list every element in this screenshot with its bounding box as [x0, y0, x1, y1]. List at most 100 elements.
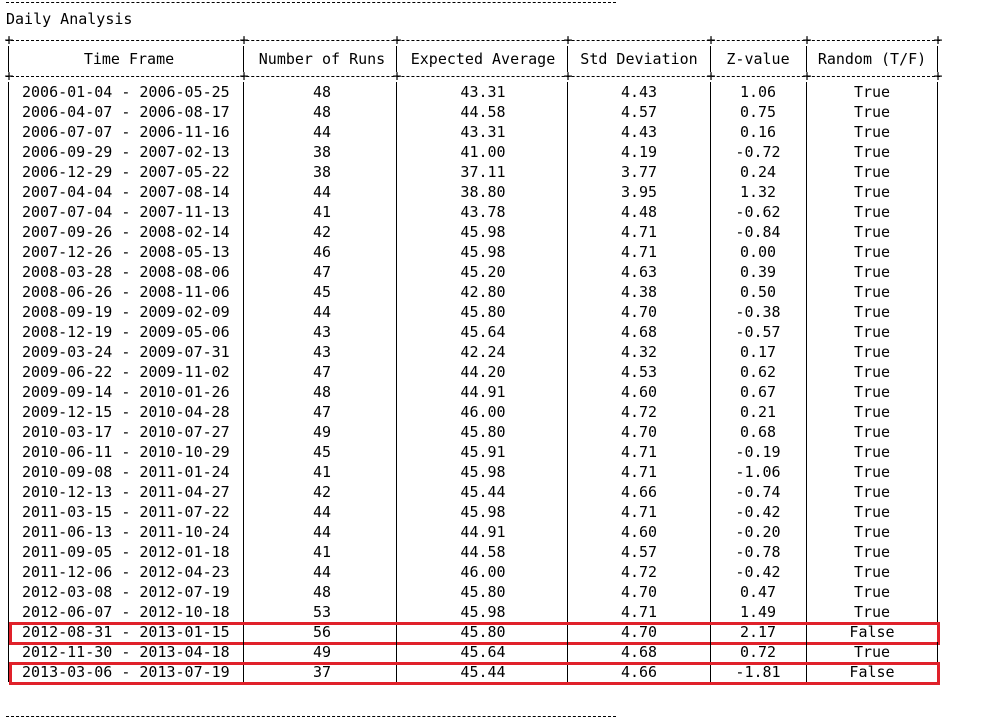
- random-cell: True: [853, 543, 891, 561]
- table-row: 2012-08-31 - 2013-01-15 56 45.80 4.70 2.17 Fa…: [6, 622, 940, 645]
- z-value-cell: 0.68: [739, 423, 777, 441]
- expected-average-cell: 44.20: [460, 363, 506, 381]
- table-row: 2011-09-05 - 2012-01-18 41 44.58 4.57 -0.78 T…: [6, 542, 940, 562]
- z-value-cell: -1.81: [735, 663, 781, 681]
- runs-cell: 43: [312, 323, 332, 341]
- expected-average-cell: 45.80: [460, 423, 506, 441]
- std-deviation-cell: 4.68: [620, 643, 658, 661]
- random-cell: True: [853, 443, 891, 461]
- runs-cell: 41: [312, 463, 332, 481]
- time-frame-cell: 2008-03-28 - 2008-08-06: [22, 263, 230, 281]
- random-cell: False: [849, 623, 895, 641]
- table-row: 2010-03-17 - 2010-07-27 49 45.80 4.70 0.68 Tr…: [6, 422, 940, 442]
- std-deviation-cell: 3.95: [620, 183, 658, 201]
- runs-cell: 37: [312, 663, 332, 681]
- time-frame-cell: 2006-12-29 - 2007-05-22: [22, 163, 230, 181]
- time-frame-cell: 2009-09-14 - 2010-01-26: [22, 383, 230, 401]
- runs-cell: 41: [312, 543, 332, 561]
- z-value-cell: 0.24: [739, 163, 777, 181]
- runs-cell: 41: [312, 203, 332, 221]
- std-deviation-cell: 4.71: [620, 603, 658, 621]
- std-deviation-cell: 4.66: [620, 483, 658, 501]
- std-deviation-cell: 4.72: [620, 403, 658, 421]
- std-deviation-cell: 4.70: [620, 423, 658, 441]
- runs-cell: 47: [312, 403, 332, 421]
- table-header-divider: + + + + + + +: [4, 67, 943, 85]
- z-value-cell: -0.19: [735, 443, 781, 461]
- expected-average-cell: 43.31: [460, 83, 506, 101]
- runs-cell: 47: [312, 363, 332, 381]
- table-row: 2011-12-06 - 2012-04-23 44 46.00 4.72 -0.42 T…: [6, 562, 940, 582]
- expected-average-cell: 45.64: [460, 643, 506, 661]
- z-value-cell: -1.06: [735, 463, 781, 481]
- random-cell: True: [853, 263, 891, 281]
- random-cell: True: [853, 123, 891, 141]
- time-frame-cell: 2006-09-29 - 2007-02-13: [22, 143, 230, 161]
- std-deviation-cell: 4.68: [620, 323, 658, 341]
- expected-average-cell: 45.98: [460, 223, 506, 241]
- time-frame-cell: 2010-06-11 - 2010-10-29: [22, 443, 230, 461]
- expected-average-cell: 45.44: [460, 663, 506, 681]
- z-value-cell: 0.21: [739, 403, 777, 421]
- table-row: 2007-12-26 - 2008-05-13 46 45.98 4.71 0.00 Tr…: [6, 242, 940, 262]
- z-value-cell: -0.62: [735, 203, 781, 221]
- random-cell: True: [853, 563, 891, 581]
- runs-cell: 38: [312, 143, 332, 161]
- time-frame-cell: 2012-03-08 - 2012-07-19: [22, 583, 230, 601]
- table-row: 2009-09-14 - 2010-01-26 48 44.91 4.60 0.67 Tr…: [6, 382, 940, 402]
- runs-cell: 48: [312, 583, 332, 601]
- top-divider: [6, 2, 616, 3]
- std-deviation-cell: 4.38: [620, 283, 658, 301]
- expected-average-cell: 45.44: [460, 483, 506, 501]
- z-value-cell: 0.47: [739, 583, 777, 601]
- z-value-cell: -0.74: [735, 483, 781, 501]
- table-row: 2012-11-30 - 2013-04-18 49 45.64 4.68 0.72 Tr…: [6, 642, 940, 662]
- random-cell: True: [853, 203, 891, 221]
- std-deviation-cell: 4.71: [620, 463, 658, 481]
- time-frame-cell: 2009-06-22 - 2009-11-02: [22, 363, 230, 381]
- table-row: 2012-06-07 - 2012-10-18 53 45.98 4.71 1.49 Tr…: [6, 602, 940, 622]
- table-row: 2013-03-06 - 2013-07-19 37 45.44 4.66 -1.81 F…: [6, 662, 940, 685]
- random-cell: True: [853, 603, 891, 621]
- time-frame-cell: 2010-12-13 - 2011-04-27: [22, 483, 230, 501]
- table-row: 2007-09-26 - 2008-02-14 42 45.98 4.71 -0.84 T…: [6, 222, 940, 242]
- expected-average-cell: 38.80: [460, 183, 506, 201]
- time-frame-cell: 2006-07-07 - 2006-11-16: [22, 123, 230, 141]
- expected-average-cell: 45.80: [460, 303, 506, 321]
- expected-average-cell: 45.64: [460, 323, 506, 341]
- z-value-cell: 0.16: [739, 123, 777, 141]
- table-row: 2008-06-26 - 2008-11-06 45 42.80 4.38 0.50 Tr…: [6, 282, 940, 302]
- expected-average-cell: 44.91: [460, 523, 506, 541]
- std-deviation-cell: 4.70: [620, 583, 658, 601]
- random-cell: True: [853, 643, 891, 661]
- random-cell: True: [853, 163, 891, 181]
- expected-average-cell: 46.00: [460, 403, 506, 421]
- time-frame-cell: 2007-04-04 - 2007-08-14: [22, 183, 230, 201]
- std-deviation-cell: 4.72: [620, 563, 658, 581]
- table-row: 2006-12-29 - 2007-05-22 38 37.11 3.77 0.24 Tr…: [6, 162, 940, 182]
- z-value-cell: 0.17: [739, 343, 777, 361]
- z-value-cell: 0.39: [739, 263, 777, 281]
- runs-cell: 42: [312, 223, 332, 241]
- expected-average-cell: 44.58: [460, 543, 506, 561]
- std-deviation-cell: 4.60: [620, 383, 658, 401]
- random-cell: True: [853, 363, 891, 381]
- expected-average-cell: 42.24: [460, 343, 506, 361]
- bottom-divider: [6, 716, 616, 717]
- std-deviation-cell: 3.77: [620, 163, 658, 181]
- random-cell: True: [853, 143, 891, 161]
- std-deviation-cell: 4.48: [620, 203, 658, 221]
- table-row: 2011-03-15 - 2011-07-22 44 45.98 4.71 -0.42 T…: [6, 502, 940, 522]
- expected-average-cell: 44.58: [460, 103, 506, 121]
- table-row: 2006-07-07 - 2006-11-16 44 43.31 4.43 0.16 Tr…: [6, 122, 940, 142]
- z-value-cell: 0.67: [739, 383, 777, 401]
- time-frame-cell: 2012-06-07 - 2012-10-18: [22, 603, 230, 621]
- time-frame-cell: 2008-06-26 - 2008-11-06: [22, 283, 230, 301]
- table-row: 2010-09-08 - 2011-01-24 41 45.98 4.71 -1.06 T…: [6, 462, 940, 482]
- random-cell: True: [853, 103, 891, 121]
- random-cell: True: [853, 323, 891, 341]
- expected-average-cell: 41.00: [460, 143, 506, 161]
- z-value-cell: 0.75: [739, 103, 777, 121]
- expected-average-cell: 46.00: [460, 563, 506, 581]
